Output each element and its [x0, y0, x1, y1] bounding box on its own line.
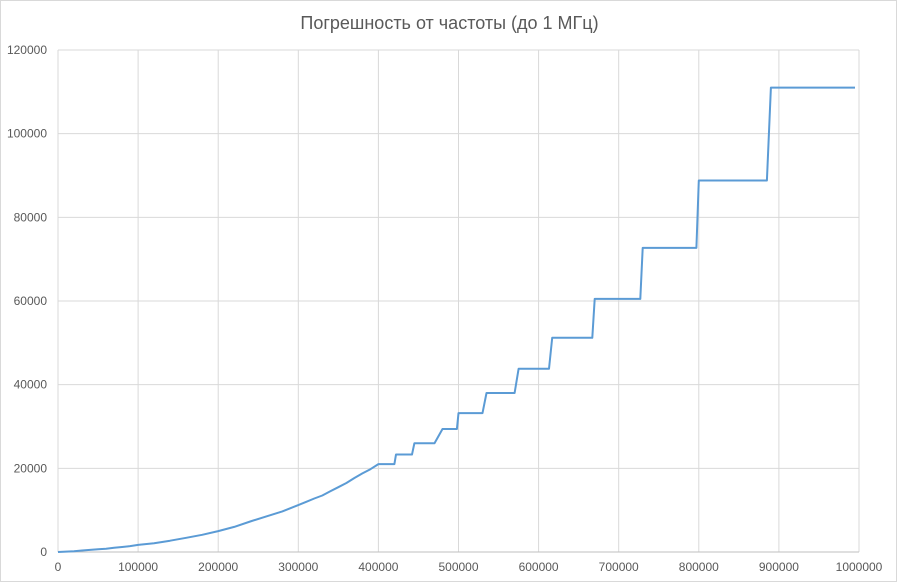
y-tick-label: 80000	[14, 210, 48, 224]
y-tick-label: 0	[40, 545, 47, 559]
x-tick-label: 0	[55, 560, 62, 574]
x-tick-label: 300000	[278, 560, 318, 574]
series-line-0	[57, 86, 855, 553]
x-tick-label: 600000	[519, 560, 559, 574]
x-tick-label: 700000	[599, 560, 639, 574]
series-lines	[57, 86, 855, 553]
x-tick-label: 200000	[198, 560, 238, 574]
grid-lines	[58, 49, 860, 552]
x-tick-label: 900000	[759, 560, 799, 574]
y-tick-label: 20000	[14, 461, 48, 475]
y-tick-label: 100000	[7, 127, 47, 141]
y-tick-label: 120000	[7, 43, 47, 57]
axes	[57, 50, 859, 553]
x-tick-labels: 0 100000 200000 300000 400000 500000 600000 700…	[55, 560, 883, 574]
x-tick-label: 1000000	[836, 560, 883, 574]
x-tick-label: 100000	[118, 560, 158, 574]
y-tick-label: 60000	[14, 294, 48, 308]
y-tick-labels: 0 20000 40000 60000 80000 100000 120000	[7, 43, 47, 559]
chart-title: Погрешность от частоты (до 1 МГц)	[300, 13, 599, 33]
x-tick-label: 800000	[679, 560, 719, 574]
x-tick-label: 500000	[438, 560, 478, 574]
y-tick-label: 40000	[14, 378, 48, 392]
x-tick-label: 400000	[358, 560, 398, 574]
